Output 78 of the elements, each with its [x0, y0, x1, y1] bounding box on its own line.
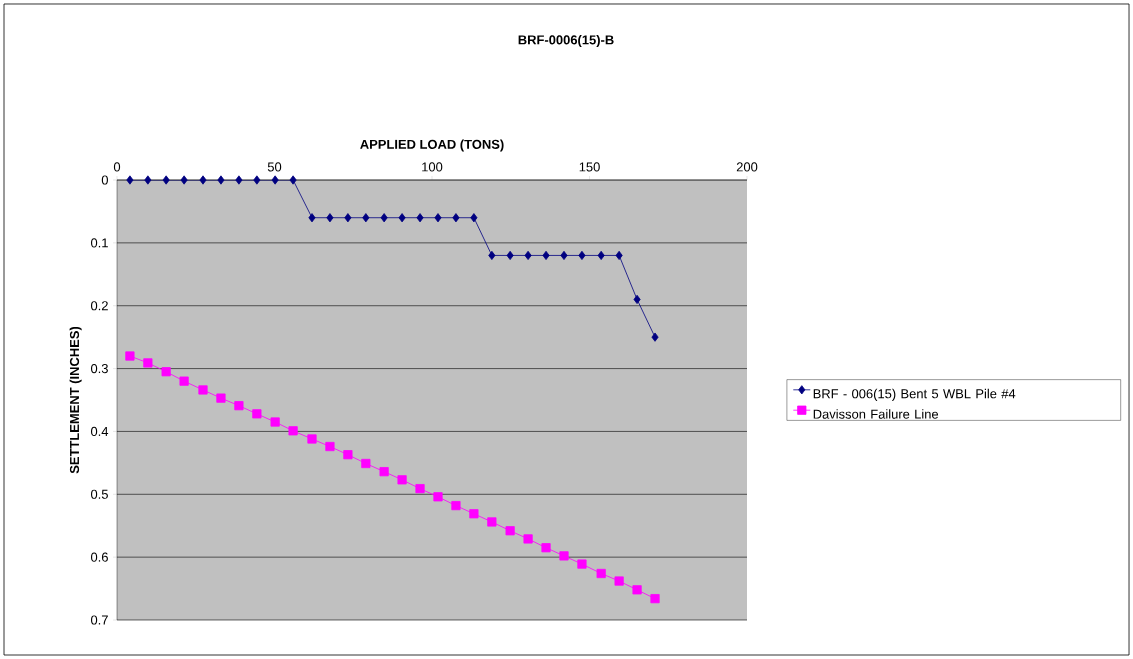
point: [397, 475, 407, 485]
point: [198, 385, 208, 395]
point: [651, 332, 659, 342]
x-tick-label: 150: [579, 162, 600, 172]
point: [542, 250, 550, 261]
point: [541, 543, 551, 553]
point: [488, 250, 496, 261]
point: [578, 250, 586, 261]
point: [126, 175, 134, 185]
point: [234, 401, 244, 411]
point: [415, 484, 425, 494]
point: [633, 294, 641, 305]
y-tick-label: 0.4: [90, 426, 109, 437]
point: [307, 434, 317, 444]
point: [597, 250, 605, 261]
point: [434, 213, 442, 223]
point: [252, 409, 262, 419]
point: [362, 213, 370, 223]
point: [361, 458, 371, 469]
y-tick-label: 0.6: [90, 552, 108, 562]
point: [559, 551, 569, 561]
point: [308, 213, 316, 223]
point: [632, 585, 642, 595]
point: [614, 576, 624, 586]
y-tick-label: 0.1: [90, 238, 108, 248]
point: [162, 175, 170, 185]
point: [523, 534, 533, 544]
point: [326, 213, 334, 223]
point: [469, 509, 479, 519]
point: [487, 517, 497, 527]
chart-title: BRF-0006(15)-B: [518, 34, 614, 48]
point: [143, 358, 153, 368]
point: [180, 175, 188, 185]
y-tick-label: 0.3: [90, 363, 108, 374]
legend-label: Davisson Failure Line: [813, 409, 939, 419]
point: [452, 213, 460, 223]
point: [125, 351, 135, 361]
point: [596, 568, 606, 579]
point: [343, 450, 353, 460]
y-tick-label: 0.7: [90, 615, 108, 625]
x-tick-label: 50: [267, 162, 282, 172]
point: [398, 213, 406, 223]
point: [416, 213, 424, 223]
point: [179, 376, 189, 386]
point: [380, 213, 388, 223]
point: [199, 175, 207, 185]
point: [577, 559, 587, 569]
point: [325, 441, 335, 452]
point: [344, 213, 352, 223]
y-tick-label: 0.5: [90, 489, 108, 499]
point: [524, 250, 532, 261]
point: [216, 393, 226, 403]
point: [451, 501, 461, 511]
point: [650, 594, 660, 604]
point: [379, 467, 389, 477]
y-tick-label: 0.2: [90, 301, 108, 311]
point: [615, 250, 623, 261]
x-tick-label: 0: [113, 162, 121, 172]
legend-label: BRF - 006(15) Bent 5 WBL Pile #4: [813, 388, 1016, 401]
point: [144, 175, 152, 185]
point: [470, 213, 478, 223]
point: [271, 175, 279, 185]
point: [289, 175, 297, 185]
point: [161, 367, 171, 377]
y-axis-title: SETTLEMENT (INCHES): [69, 326, 82, 474]
point: [433, 492, 443, 502]
point: [270, 417, 280, 427]
point: [505, 526, 515, 536]
x-tick-label: 200: [736, 162, 758, 172]
point: [288, 426, 298, 436]
point: [217, 175, 225, 185]
point: [253, 175, 261, 185]
point: [560, 250, 568, 261]
point: [235, 175, 243, 185]
point: [506, 250, 514, 261]
y-tick-label: 0: [101, 175, 108, 185]
x-axis-title: APPLIED LOAD (TONS): [360, 139, 504, 152]
x-tick-label: 100: [422, 162, 443, 172]
